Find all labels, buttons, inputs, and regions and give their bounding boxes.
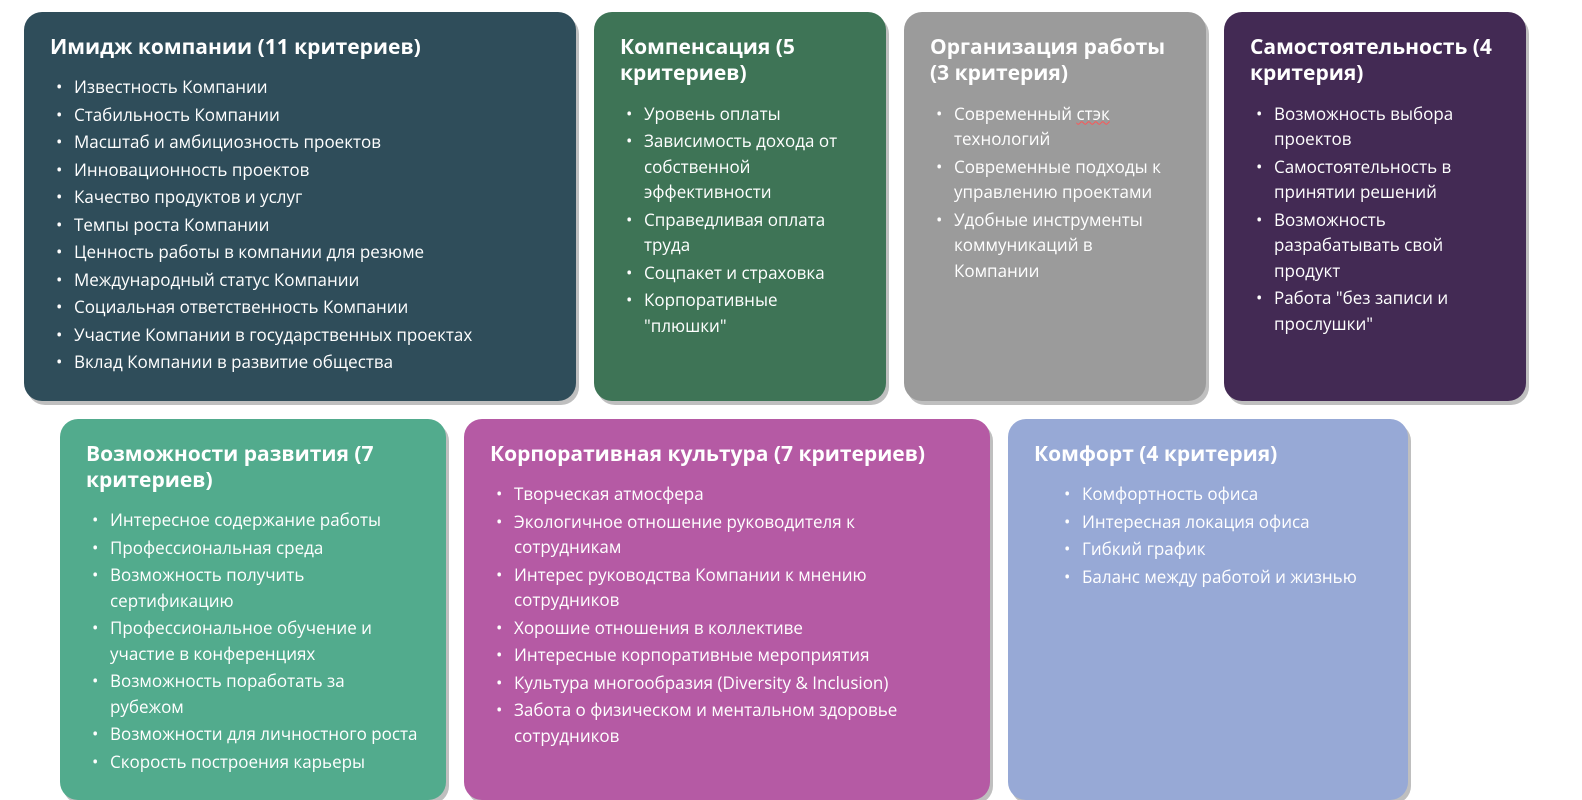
list-item: Профессиональное обучение и участие в ко… <box>92 615 420 666</box>
card-list: Комфортность офиса Интересная локация оф… <box>1034 481 1382 589</box>
list-item: Современный стэк технологий <box>936 101 1180 152</box>
list-item: Возможность выбора проектов <box>1256 101 1500 152</box>
spellcheck-squiggle: стэк <box>1076 102 1109 125</box>
list-item: Культура многообразия (Diversity & Inclu… <box>496 670 964 696</box>
list-item: Известность Компании <box>56 74 550 100</box>
card-autonomy: Самостоятельность (4 критерия) Возможнос… <box>1224 12 1526 401</box>
card-title: Корпоративная культура (7 критериев) <box>490 441 964 467</box>
list-item: Забота о физическом и ментальном здоровь… <box>496 697 964 748</box>
list-item: Современные подходы к управлению проекта… <box>936 154 1180 205</box>
card-title: Возможности развития (7 критериев) <box>86 441 420 494</box>
list-item: Экологичное отношение руководителя к сот… <box>496 509 964 560</box>
list-item: Интересное содержание работы <box>92 507 420 533</box>
card-list: Интересное содержание работы Профессиона… <box>86 507 420 774</box>
list-item: Справедливая оплата труда <box>626 207 860 258</box>
list-item: Корпоративные "плюшки" <box>626 287 860 338</box>
row-2: Возможности развития (7 критериев) Интер… <box>24 419 1558 800</box>
card-list: Возможность выбора проектов Самостоятель… <box>1250 101 1500 337</box>
list-item: Возможность поработать за рубежом <box>92 668 420 719</box>
list-item: Интерес руководства Компании к мнению со… <box>496 562 964 613</box>
list-item: Баланс между работой и жизнью <box>1064 564 1382 590</box>
card-list: Уровень оплаты Зависимость дохода от соб… <box>620 101 860 339</box>
list-item: Интересная локация офиса <box>1064 509 1382 535</box>
list-item: Вклад Компании в развитие общества <box>56 349 550 375</box>
card-compensation: Компенсация (5 критериев) Уровень оплаты… <box>594 12 886 401</box>
list-item: Соцпакет и страховка <box>626 260 860 286</box>
list-item: Возможности для личностного роста <box>92 721 420 747</box>
list-item: Темпы роста Компании <box>56 212 550 238</box>
card-title: Комфорт (4 критерия) <box>1034 441 1382 467</box>
list-item: Стабильность Компании <box>56 102 550 128</box>
text: Современный <box>954 102 1076 125</box>
list-item: Возможность получить сертификацию <box>92 562 420 613</box>
list-item: Уровень оплаты <box>626 101 860 127</box>
list-item: Работа "без записи и прослушки" <box>1256 285 1500 336</box>
card-title: Имидж компании (11 критериев) <box>50 34 550 60</box>
list-item: Зависимость дохода от собственной эффект… <box>626 128 860 205</box>
card-title: Компенсация (5 критериев) <box>620 34 860 87</box>
list-item: Международный статус Компании <box>56 267 550 293</box>
card-list: Творческая атмосфера Экологичное отношен… <box>490 481 964 748</box>
card-title: Организация работы (3 критерия) <box>930 34 1180 87</box>
list-item: Качество продуктов и услуг <box>56 184 550 210</box>
list-item: Самостоятельность в принятии решений <box>1256 154 1500 205</box>
list-item: Участие Компании в государственных проек… <box>56 322 550 348</box>
list-item: Хорошие отношения в коллективе <box>496 615 964 641</box>
list-item: Возможность разрабатывать свой продукт <box>1256 207 1500 284</box>
row-1: Имидж компании (11 критериев) Известност… <box>24 12 1558 401</box>
list-item: Ценность работы в компании для резюме <box>56 239 550 265</box>
card-comfort: Комфорт (4 критерия) Комфортность офиса … <box>1008 419 1408 800</box>
list-item: Инновационность проектов <box>56 157 550 183</box>
card-list: Известность Компании Стабильность Компан… <box>50 74 550 375</box>
list-item: Творческая атмосфера <box>496 481 964 507</box>
list-item: Социальная ответственность Компании <box>56 294 550 320</box>
card-title: Самостоятельность (4 критерия) <box>1250 34 1500 87</box>
card-development: Возможности развития (7 критериев) Интер… <box>60 419 446 800</box>
list-item: Удобные инструменты коммуникаций в Компа… <box>936 207 1180 284</box>
card-organization: Организация работы (3 критерия) Современ… <box>904 12 1206 401</box>
card-image: Имидж компании (11 критериев) Известност… <box>24 12 576 401</box>
list-item: Интересные корпоративные мероприятия <box>496 642 964 668</box>
list-item: Комфортность офиса <box>1064 481 1382 507</box>
list-item: Скорость построения карьеры <box>92 749 420 775</box>
list-item: Профессиональная среда <box>92 535 420 561</box>
card-culture: Корпоративная культура (7 критериев) Тво… <box>464 419 990 800</box>
card-list: Современный стэк технологий Современные … <box>930 101 1180 284</box>
list-item: Масштаб и амбициозность проектов <box>56 129 550 155</box>
text: технологий <box>954 127 1050 150</box>
list-item: Гибкий график <box>1064 536 1382 562</box>
